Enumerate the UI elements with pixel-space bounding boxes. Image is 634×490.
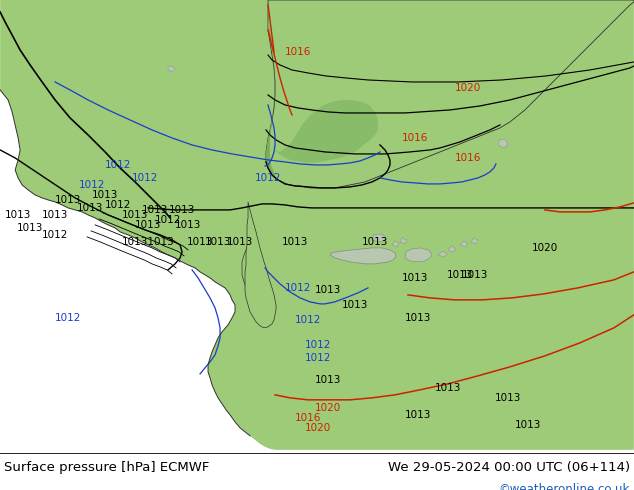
Text: 10131013: 10131013 (122, 237, 174, 247)
Text: 1013: 1013 (447, 270, 473, 280)
Text: 1012: 1012 (305, 340, 331, 350)
Text: 1012: 1012 (55, 313, 81, 323)
Text: 1013: 1013 (342, 300, 368, 310)
Text: 1013: 1013 (315, 375, 341, 385)
Text: 1013: 1013 (77, 203, 103, 213)
Text: 1013: 1013 (282, 237, 308, 247)
Text: 1013: 1013 (142, 205, 168, 215)
Polygon shape (275, 100, 378, 163)
Text: 1013: 1013 (55, 195, 81, 205)
Text: 1020: 1020 (532, 243, 558, 253)
Polygon shape (498, 139, 508, 148)
Text: 1012: 1012 (79, 180, 105, 190)
Text: 1013: 1013 (495, 393, 521, 403)
Polygon shape (392, 241, 399, 247)
Polygon shape (266, 18, 275, 178)
Text: 1013: 1013 (17, 223, 43, 233)
Text: 1020: 1020 (315, 403, 341, 413)
Polygon shape (372, 234, 386, 242)
Text: 1020: 1020 (305, 423, 331, 433)
Polygon shape (168, 66, 175, 72)
Polygon shape (400, 238, 407, 244)
Text: 1013: 1013 (402, 273, 428, 283)
Text: 1013: 1013 (135, 220, 161, 230)
Text: 1016: 1016 (402, 133, 428, 143)
Text: 1012: 1012 (42, 230, 68, 240)
Text: 1013: 1013 (404, 410, 431, 420)
Text: 1013: 1013 (42, 210, 68, 220)
Polygon shape (405, 248, 432, 262)
Polygon shape (448, 246, 456, 252)
Text: 1012: 1012 (105, 160, 131, 170)
Text: 1013: 1013 (187, 237, 213, 247)
Text: 1012: 1012 (295, 315, 321, 325)
Text: 1013: 1013 (462, 270, 488, 280)
Text: 1013: 1013 (435, 383, 461, 393)
Text: We 29-05-2024 00:00 UTC (06+114): We 29-05-2024 00:00 UTC (06+114) (388, 461, 630, 474)
Polygon shape (330, 248, 396, 264)
Text: 1013: 1013 (227, 237, 253, 247)
Text: 1012: 1012 (285, 283, 311, 293)
Polygon shape (471, 238, 478, 244)
Text: 1013: 1013 (92, 190, 119, 200)
Text: 1012: 1012 (105, 200, 131, 210)
Text: 1016: 1016 (295, 413, 321, 423)
Text: 1012: 1012 (255, 173, 281, 183)
Polygon shape (0, 0, 634, 450)
Polygon shape (460, 241, 468, 247)
Text: 1013: 1013 (175, 220, 201, 230)
Text: 1013: 1013 (315, 285, 341, 295)
Text: 1013: 1013 (362, 237, 388, 247)
Text: 1012: 1012 (132, 173, 158, 183)
Text: 1013: 1013 (404, 313, 431, 323)
Text: 1016: 1016 (285, 47, 311, 57)
Text: 1012: 1012 (155, 215, 181, 225)
Polygon shape (242, 245, 272, 320)
Text: 1012: 1012 (305, 353, 331, 363)
Polygon shape (266, 0, 634, 188)
Text: 1016: 1016 (455, 153, 481, 163)
Text: Surface pressure [hPa] ECMWF: Surface pressure [hPa] ECMWF (4, 461, 209, 474)
Text: 1013: 1013 (515, 420, 541, 430)
Text: 1013: 1013 (5, 210, 31, 220)
Polygon shape (245, 202, 276, 328)
Text: 1013: 1013 (122, 210, 148, 220)
Text: ©weatheronline.co.uk: ©weatheronline.co.uk (498, 483, 630, 490)
Text: 1020: 1020 (455, 83, 481, 93)
Polygon shape (438, 251, 447, 257)
Text: 1013: 1013 (205, 237, 231, 247)
Text: 1013: 1013 (169, 205, 195, 215)
